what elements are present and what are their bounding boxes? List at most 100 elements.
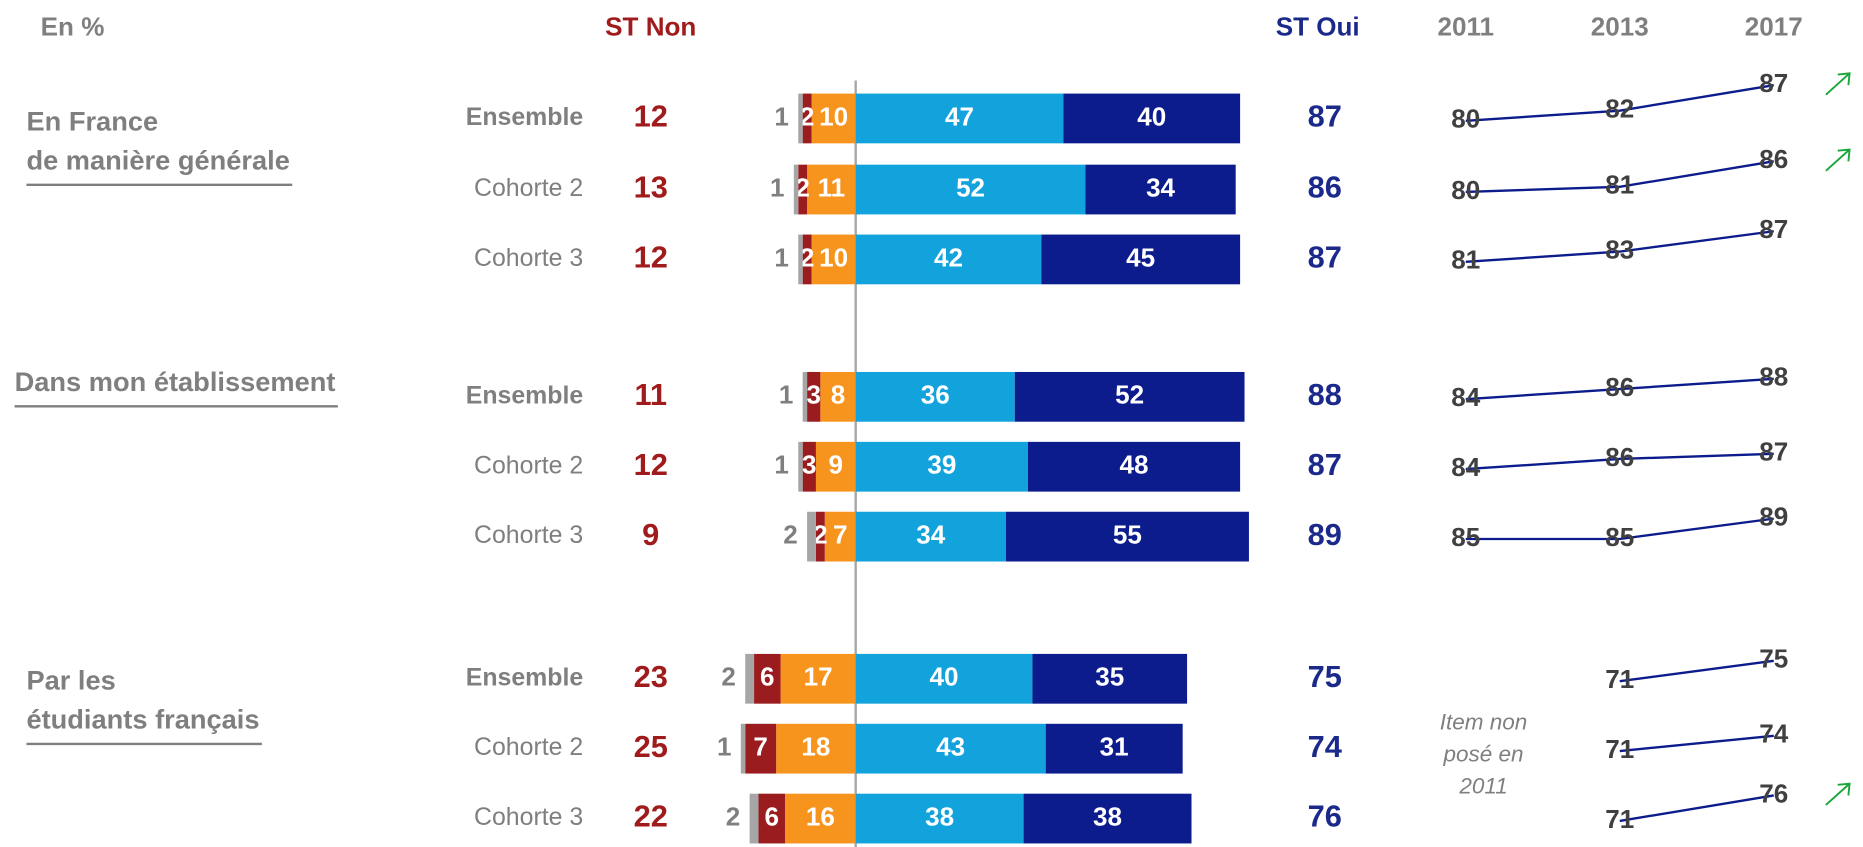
trend-label: 71 [1605,804,1634,834]
row-label: Cohorte 2 [474,174,583,202]
bar-segment [1005,511,1249,562]
bar-segment [1045,723,1183,774]
trend-label: 85 [1605,522,1634,552]
segment-label: 43 [936,732,965,762]
trend-label: 84 [1451,382,1480,412]
segment-label: 31 [1100,732,1129,762]
segment-label: 38 [925,801,954,831]
trend-label: 85 [1451,522,1480,552]
up-arrow [1825,782,1851,806]
bar-segment [1032,653,1188,704]
trend-label: 80 [1451,104,1480,134]
segment-label: 2 [800,242,814,272]
bar-segment [811,234,856,285]
trend-line [1465,517,1774,541]
segment-label: 8 [831,380,845,410]
segment-label: 47 [945,101,974,131]
st-non-value: 12 [634,99,668,134]
bar-segment [740,723,746,774]
bar-segment [780,653,856,704]
bar-segment [1023,793,1192,844]
row-label: Cohorte 3 [474,244,583,272]
year-header: 2013 [1591,11,1649,41]
bar-segment [745,723,777,774]
bar-segment [798,164,808,215]
row-label: Ensemble [466,381,583,409]
bar-segment [855,793,1024,844]
row-label: Cohorte 3 [474,803,583,831]
trend-label: 71 [1605,664,1634,694]
trend-line [1465,452,1774,471]
bar-segment [855,441,1029,492]
st-oui-value: 86 [1308,170,1342,205]
segment-label: 1 [774,242,789,272]
st-non-value: 11 [634,377,667,412]
segment-label: 1 [774,450,789,480]
segment-label: 17 [804,662,833,692]
year-header: 2017 [1745,11,1803,41]
st-oui-value: 87 [1308,99,1342,134]
segment-label: 16 [806,801,835,831]
bar-segment [798,93,803,144]
segment-label: 42 [934,242,963,272]
segment-label: 2 [813,520,827,550]
segment-label: 45 [1126,242,1155,272]
trend-label: 76 [1759,778,1788,808]
group-label: Par les [26,665,115,696]
bar-segment [793,164,799,215]
bar-segment [855,93,1064,144]
trend-label: 89 [1759,502,1788,532]
trend-label: 75 [1759,644,1788,674]
bar-segment [855,511,1006,562]
bar-segment [855,164,1086,215]
bar-segment [815,441,856,492]
row-label: Cohorte 3 [474,521,583,549]
trend-line [1465,377,1774,401]
bar-segment [1085,164,1236,215]
segment-label: 2 [721,662,735,692]
bar-segment [855,723,1046,774]
group-label: étudiants français [26,704,259,735]
trend-line [1619,734,1774,753]
bar-segment [855,234,1042,285]
trend-label: 81 [1605,170,1634,200]
bar-segment [784,793,856,844]
row-label: Cohorte 2 [474,451,583,479]
trend-line [1619,659,1774,683]
row-label: Ensemble [466,663,583,691]
trend-label: 81 [1451,245,1480,275]
st-non-value: 12 [634,447,668,482]
bar-segment [802,93,812,144]
note: Item non [1440,710,1528,735]
st-oui-header: ST Oui [1276,11,1360,41]
segment-label: 1 [779,380,794,410]
segment-label: 11 [818,172,846,202]
st-non-value: 9 [642,517,659,552]
st-oui-value: 88 [1308,377,1342,412]
bar-segment [802,234,812,285]
trend-label: 88 [1759,362,1788,392]
st-oui-value: 89 [1308,517,1342,552]
bar-segment [798,234,803,285]
group-label: de manière générale [26,144,289,175]
bar-segment [824,511,856,562]
segment-label: 38 [1093,801,1122,831]
trend-label: 74 [1759,719,1788,749]
segment-label: 48 [1120,450,1149,480]
note: posé en [1442,742,1523,767]
up-arrow [1825,72,1851,96]
trend-label: 87 [1759,214,1788,244]
segment-label: 3 [806,380,821,410]
segment-label: 18 [801,732,830,762]
bar-segment [855,653,1033,704]
segment-label: 34 [916,520,945,550]
segment-label: 2 [783,520,797,550]
bar-segment [802,441,816,492]
segment-label: 52 [1115,380,1144,410]
trend-label: 87 [1759,68,1788,98]
st-oui-value: 74 [1308,729,1342,764]
st-oui-value: 87 [1308,447,1342,482]
bar-segment [1063,93,1241,144]
